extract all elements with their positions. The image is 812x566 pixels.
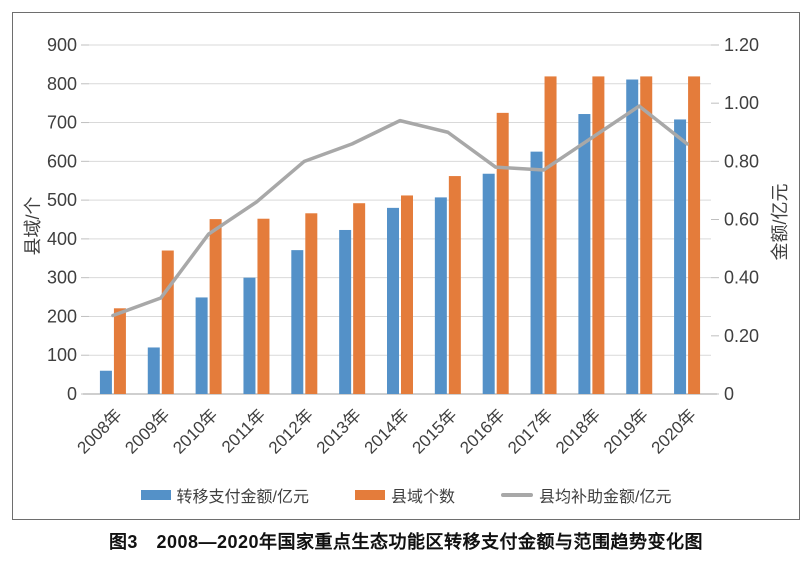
x-axis-label: 2012年 bbox=[265, 405, 317, 457]
x-axis-label: 2015年 bbox=[408, 405, 460, 457]
bar-transfer-amount bbox=[626, 79, 639, 395]
right-axis-tick-label: 0 bbox=[724, 384, 734, 404]
bar-county-count bbox=[688, 76, 701, 394]
legend-item-avg-subsidy: 县均补助金额/亿元 bbox=[501, 483, 671, 507]
x-axis-label: 2013年 bbox=[313, 405, 365, 457]
right-axis-tick-label: 0.40 bbox=[724, 268, 759, 288]
left-axis-tick-label: 0 bbox=[67, 384, 77, 404]
bar-county-count bbox=[305, 213, 318, 394]
bar-county-count bbox=[209, 219, 222, 394]
chart-frame: 900 800 700 600 500 400 300 200 100 0 1.20 1.00 0.80… bbox=[12, 12, 800, 520]
bar-transfer-amount bbox=[578, 114, 591, 394]
right-axis-tick-label: 0.20 bbox=[724, 326, 759, 346]
right-axis-title: 金额/亿元 bbox=[770, 183, 790, 261]
bar-transfer-amount bbox=[99, 370, 112, 394]
bar-county-count bbox=[544, 76, 557, 394]
avg-subsidy-line bbox=[111, 104, 689, 318]
bar-transfer-amount bbox=[387, 207, 399, 394]
bar-transfer-amount bbox=[339, 229, 352, 394]
x-axis-label: 2020年 bbox=[648, 405, 700, 457]
bar-county-count bbox=[161, 250, 174, 394]
left-axis-tick-label: 600 bbox=[47, 151, 77, 171]
bar-county-count bbox=[401, 195, 413, 394]
x-axis-label: 2017年 bbox=[504, 405, 556, 457]
legend-label-transfer-amount: 转移支付金额/亿元 bbox=[176, 489, 309, 506]
bar-transfer-amount bbox=[434, 197, 447, 394]
x-axis-label: 2011年 bbox=[218, 405, 269, 456]
x-axis-label: 2018年 bbox=[552, 405, 604, 457]
legend-item-county-count: 县域个数 bbox=[354, 483, 455, 507]
legend-swatch-blue-bar bbox=[140, 490, 171, 500]
bar-transfer-amount bbox=[530, 151, 543, 394]
left-axis-tick-label: 700 bbox=[47, 113, 77, 133]
bar-transfer-amount bbox=[243, 277, 256, 394]
legend-swatch-orange-bar bbox=[354, 490, 385, 500]
right-axis-tick-label: 0.60 bbox=[724, 210, 759, 230]
legend-item-transfer-amount: 转移支付金额/亿元 bbox=[140, 483, 309, 507]
bar-county-count bbox=[592, 76, 605, 394]
left-axis-tick-label: 200 bbox=[47, 306, 77, 326]
x-axis-label: 2010年 bbox=[169, 405, 221, 457]
left-axis-title: 县域/个 bbox=[23, 196, 43, 256]
bar-county-count bbox=[257, 218, 270, 394]
x-axis-label: 2014年 bbox=[361, 405, 413, 457]
legend-label-avg-subsidy: 县均补助金额/亿元 bbox=[539, 489, 672, 506]
left-axis-tick-label: 500 bbox=[47, 190, 77, 210]
right-axis-tick-label: 0.80 bbox=[724, 151, 759, 171]
x-axis-label: 2016年 bbox=[456, 405, 508, 457]
bar-county-count bbox=[448, 176, 461, 394]
bar-county-count bbox=[353, 203, 366, 394]
legend-label-county-count: 县域个数 bbox=[390, 489, 455, 506]
bar-transfer-amount bbox=[195, 297, 208, 394]
right-axis-tick-label: 1.00 bbox=[724, 93, 759, 113]
bar-transfer-amount bbox=[674, 119, 687, 394]
right-axis-tick-label: 1.20 bbox=[724, 35, 759, 55]
chart-legend: 转移支付金额/亿元 县域个数 县均补助金额/亿元 bbox=[13, 483, 799, 507]
chart-canvas: 900 800 700 600 500 400 300 200 100 0 1.20 1.00 0.80… bbox=[47, 35, 759, 458]
bar-county-count bbox=[496, 112, 509, 394]
bar-transfer-amount bbox=[147, 347, 160, 394]
figure-caption: 图3 2008—2020年国家重点生态功能区转移支付金额与范围趋势变化图 bbox=[108, 532, 704, 552]
x-axis-label: 2009年 bbox=[121, 405, 173, 457]
left-axis-tick-label: 400 bbox=[47, 229, 77, 249]
bar-transfer-amount bbox=[291, 250, 304, 394]
bar-transfer-amount bbox=[482, 173, 495, 394]
bar-county-count bbox=[640, 76, 653, 394]
left-axis-tick-label: 300 bbox=[47, 268, 77, 288]
left-axis-tick-label: 800 bbox=[47, 74, 77, 94]
left-axis-tick-label: 900 bbox=[47, 35, 77, 55]
legend-swatch-gray-line bbox=[501, 493, 533, 497]
bar-county-count bbox=[113, 308, 126, 394]
left-axis-tick-label: 100 bbox=[47, 345, 77, 365]
x-axis-label: 2008年 bbox=[74, 405, 126, 457]
x-axis-label: 2019年 bbox=[600, 405, 652, 457]
